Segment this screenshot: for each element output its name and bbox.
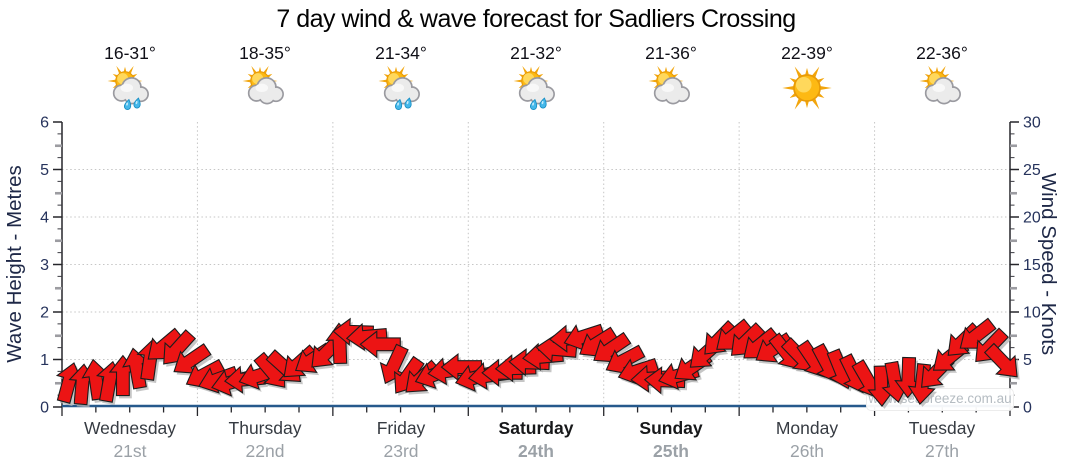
cloud-glyph	[653, 77, 690, 105]
page-title: 7 day wind & wave forecast for Sadliers …	[276, 5, 796, 33]
day-date: 21st	[113, 441, 147, 461]
sun-icon	[782, 66, 832, 110]
right-tick-label: 15	[1023, 257, 1041, 274]
temp-range: 21-34°	[375, 43, 427, 63]
day-date: 25th	[653, 441, 689, 461]
sun-cloud-icon	[242, 65, 284, 105]
sun-cloud-rain-icon	[513, 65, 555, 110]
day-name: Friday	[376, 418, 426, 438]
day-date: 22nd	[245, 441, 285, 461]
rain-drop-glyph	[133, 97, 141, 109]
right-tick-label: 20	[1023, 210, 1041, 227]
day-date: 27th	[924, 441, 960, 461]
weather-icon-wrap	[645, 62, 697, 119]
left-tick-label: 3	[40, 257, 49, 274]
temp-range: 21-32°	[510, 43, 562, 63]
day-name: Tuesday	[908, 418, 976, 438]
wind-arrow	[359, 330, 401, 359]
left-tick-label: 0	[40, 400, 49, 417]
day-name: Sunday	[639, 418, 703, 438]
right-axis-label: Wind Speed - Knots	[1037, 172, 1060, 356]
rain-drop-glyph	[395, 98, 403, 110]
day-date: 24th	[518, 441, 554, 461]
weather-icon-wrap	[375, 62, 427, 119]
rain-drop-glyph	[530, 98, 538, 110]
day-name: Thursday	[228, 418, 302, 438]
day-name: Saturday	[498, 418, 574, 438]
weather-icon-wrap	[510, 62, 562, 119]
right-tick-label: 0	[1023, 400, 1032, 417]
day-name: Monday	[775, 418, 839, 438]
left-tick-label: 1	[40, 352, 49, 369]
left-tick-label: 5	[40, 162, 49, 179]
cloud-glyph	[924, 77, 961, 105]
weather-icon-wrap	[916, 62, 968, 119]
weather-icon-wrap	[239, 62, 291, 119]
left-tick-label: 6	[40, 115, 49, 132]
cloud-glyph	[518, 77, 555, 105]
day-date: 26th	[789, 441, 825, 461]
right-tick-label: 5	[1023, 352, 1032, 369]
left-tick-label: 2	[40, 305, 49, 322]
rain-drop-glyph	[539, 97, 547, 109]
temp-range: 22-36°	[916, 43, 968, 63]
temp-range: 18-35°	[239, 43, 291, 63]
sun-glyph	[782, 66, 832, 110]
right-tick-label: 10	[1023, 305, 1041, 322]
cloud-glyph	[247, 77, 284, 105]
left-tick-label: 4	[40, 210, 49, 227]
rain-drop-glyph	[404, 97, 412, 109]
wind-arrow	[983, 342, 1018, 378]
day-name: Wednesday	[83, 418, 177, 438]
left-axis-label: Wave Height - Metres	[3, 165, 26, 363]
temp-range: 22-39°	[781, 43, 833, 63]
sun-cloud-rain-icon	[107, 65, 149, 110]
right-tick-label: 30	[1023, 115, 1041, 132]
rain-drop-glyph	[124, 98, 132, 110]
weather-icon-wrap	[104, 62, 156, 119]
temp-range: 21-36°	[645, 43, 697, 63]
weather-icon-wrap	[781, 62, 833, 119]
sun-cloud-rain-icon	[378, 65, 420, 110]
sun-cloud-icon	[919, 65, 961, 105]
right-tick-label: 25	[1023, 162, 1041, 179]
cloud-glyph	[112, 77, 149, 105]
sun-cloud-icon	[648, 65, 690, 105]
temp-range: 16-31°	[104, 43, 156, 63]
cloud-glyph	[383, 77, 420, 105]
day-date: 23rd	[383, 441, 419, 461]
